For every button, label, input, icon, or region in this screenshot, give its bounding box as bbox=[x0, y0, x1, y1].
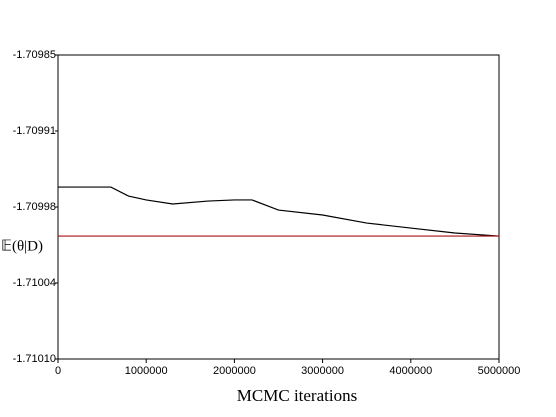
y-tick-label: -1.71010 bbox=[13, 353, 56, 365]
x-axis-label: MCMC iterations bbox=[237, 386, 357, 405]
x-tick-label: 5000000 bbox=[478, 365, 521, 377]
plot-frame bbox=[57, 54, 500, 360]
y-tick-label: -1.71004 bbox=[13, 277, 56, 289]
x-tick-label: 4000000 bbox=[389, 365, 432, 377]
x-tick-label: 3000000 bbox=[301, 365, 344, 377]
y-tick-label: -1.70985 bbox=[13, 49, 56, 61]
y-axis-label: 𝔼(θ|D) bbox=[1, 238, 43, 254]
y-tick-label: -1.70998 bbox=[13, 201, 56, 213]
series-line bbox=[58, 186, 500, 237]
x-tick-label: 2000000 bbox=[213, 365, 256, 377]
x-tick-label: 1000000 bbox=[125, 365, 168, 377]
x-tick-label: 0 bbox=[55, 365, 61, 377]
y-tick-label: -1.70991 bbox=[13, 125, 56, 137]
